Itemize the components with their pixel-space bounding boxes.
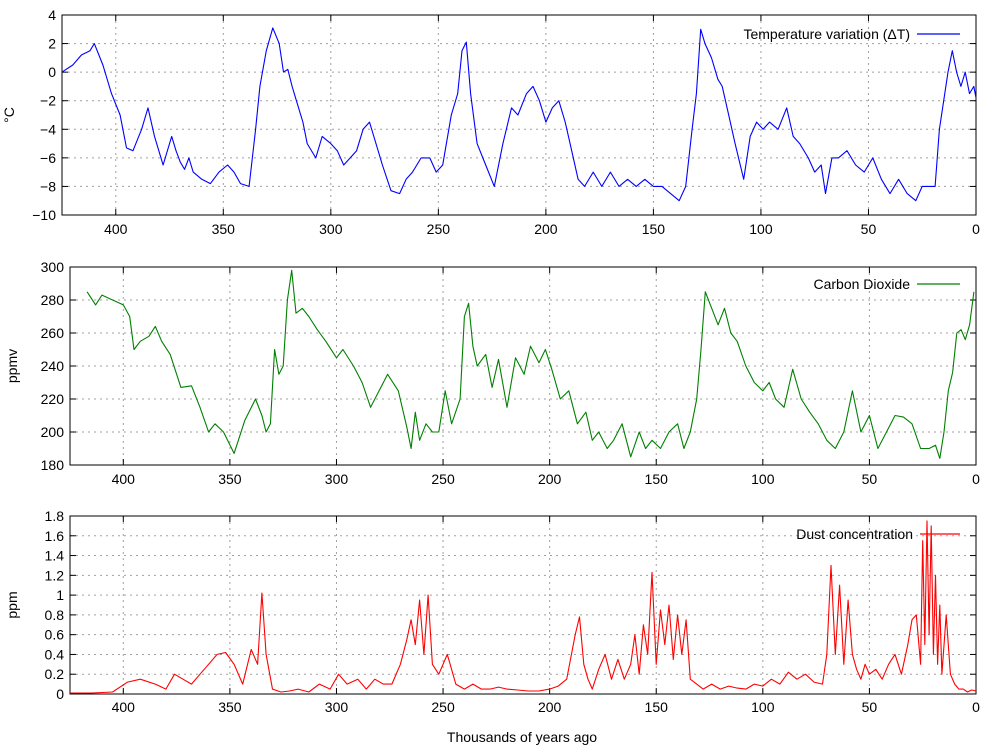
y-tick-label: 2 — [48, 36, 56, 52]
plot-frame — [69, 266, 977, 466]
x-tick-label: 50 — [862, 699, 878, 715]
dust-panel: 0 0.2 0.4 0.6 0.8 1 1.2 1.4 1.6 1.8 400 350 300 250 20… — [4, 508, 980, 715]
y-tick-label: 4 — [48, 7, 56, 23]
x-tick-label: 100 — [751, 471, 775, 487]
y-tick-label: 1.6 — [45, 528, 65, 544]
x-tick-label: 50 — [861, 221, 877, 237]
y-tick-label: 300 — [41, 259, 65, 275]
x-tick-label: 400 — [112, 699, 136, 715]
y-tick-label: 280 — [41, 292, 65, 308]
x-tick-label: 350 — [212, 221, 236, 237]
x-tick-label: 200 — [534, 221, 558, 237]
x-tick-label: 0 — [972, 221, 980, 237]
x-tick-label: 0 — [972, 699, 980, 715]
x-tick-label: 200 — [538, 471, 562, 487]
x-axis-title: Thousands of years ago — [447, 729, 597, 745]
y-tick-label: −10 — [32, 207, 56, 223]
legend-label: Temperature variation (ΔT) — [743, 26, 910, 42]
x-tick-label: 300 — [319, 221, 343, 237]
x-tick-label: 300 — [325, 699, 349, 715]
plot-frame — [69, 515, 977, 695]
x-tick-label: 50 — [862, 471, 878, 487]
series-line — [61, 27, 977, 202]
plot-frame — [61, 14, 977, 216]
y-tick-label: 0.8 — [45, 607, 65, 623]
x-tick-label: 350 — [218, 471, 242, 487]
temperature-panel: −10 −8 −6 −4 −2 0 2 4 400 350 300 250 200 150 100 50 0 °C… — [1, 7, 980, 237]
y-tick-label: −6 — [40, 150, 56, 166]
y-tick-label: 0.2 — [45, 666, 65, 682]
y-tick-label: 0 — [56, 686, 64, 702]
x-tick-label: 150 — [645, 699, 669, 715]
y-tick-label: −4 — [40, 121, 56, 137]
y-tick-label: 1.2 — [45, 567, 65, 583]
x-tick-label: 200 — [538, 699, 562, 715]
x-tick-label: 0 — [972, 471, 980, 487]
y-tick-label: −2 — [40, 93, 56, 109]
y-tick-label: −8 — [40, 178, 56, 194]
y-tick-label: 0.6 — [45, 627, 65, 643]
x-tick-label: 250 — [431, 699, 455, 715]
y-tick-label: 200 — [41, 424, 65, 440]
x-tick-label: 250 — [431, 471, 455, 487]
y-axis-title: ppm — [4, 591, 20, 618]
y-axis-title: ppmv — [4, 349, 20, 383]
x-tick-label: 400 — [104, 221, 128, 237]
y-tick-label: 1.8 — [45, 508, 65, 524]
series-line — [86, 269, 975, 459]
y-tick-label: 240 — [41, 358, 65, 374]
y-tick-label: 1.4 — [45, 548, 65, 564]
legend-label: Carbon Dioxide — [814, 276, 911, 292]
x-tick-label: 150 — [645, 471, 669, 487]
x-tick-label: 100 — [749, 221, 773, 237]
x-tick-label: 150 — [642, 221, 666, 237]
y-tick-label: 1 — [56, 587, 64, 603]
series-line — [70, 520, 977, 694]
y-tick-label: 220 — [41, 391, 65, 407]
y-tick-label: 260 — [41, 325, 65, 341]
y-axis-title: °C — [1, 107, 17, 123]
x-tick-label: 350 — [218, 699, 242, 715]
y-tick-label: 0 — [48, 64, 56, 80]
legend-label: Dust concentration — [796, 526, 913, 542]
y-tick-label: 180 — [41, 457, 65, 473]
x-tick-label: 300 — [325, 471, 349, 487]
x-tick-label: 100 — [751, 699, 775, 715]
y-tick-label: 0.4 — [45, 646, 65, 662]
x-tick-label: 400 — [112, 471, 136, 487]
x-tick-label: 250 — [427, 221, 451, 237]
co2-panel: 180 200 220 240 260 280 300 400 350 300 250 200 150 1… — [4, 259, 980, 487]
